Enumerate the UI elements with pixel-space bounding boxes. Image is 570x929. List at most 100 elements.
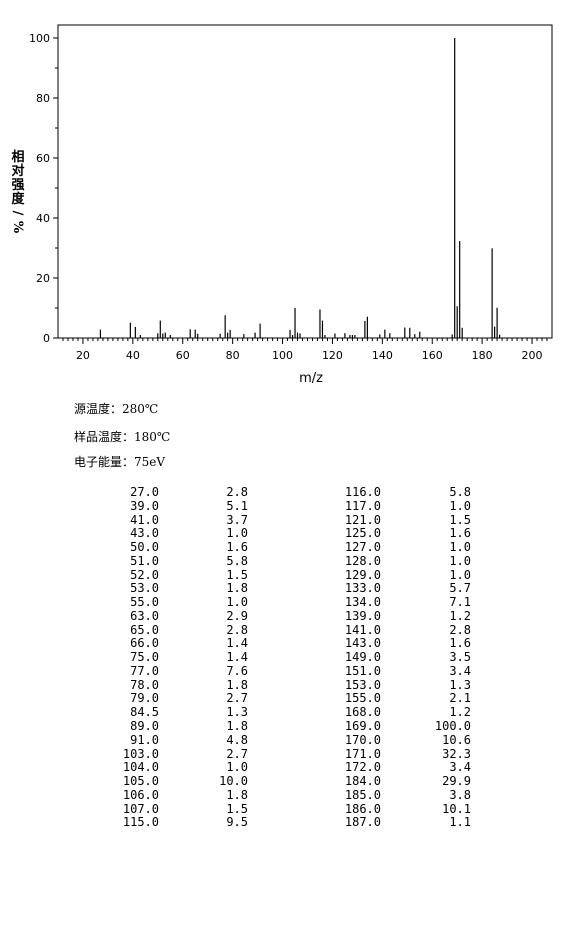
intensity-cell: 1.6: [449, 636, 471, 651]
mz-cell: 115.0: [122, 815, 159, 830]
mz-cell: 66.0: [130, 636, 159, 651]
x-tick-label: 80: [226, 349, 240, 362]
intensity-cell: 2.8: [226, 485, 248, 499]
table-row: 65.0 2.8 141.0 2.8: [0, 622, 570, 638]
intensity-cell: 1.0: [226, 526, 248, 541]
y-tick-label: 20: [36, 272, 50, 285]
mz-cell: 133.0: [344, 581, 381, 596]
table-row: 106.0 1.8 185.0 3.8: [0, 787, 570, 803]
intensity-cell: 1.0: [226, 595, 248, 610]
intensity-cell: 1.3: [449, 677, 471, 692]
y-axis-label-char: %: [10, 221, 25, 234]
mz-cell: 103.0: [122, 746, 159, 761]
intensity-cell: 9.5: [226, 815, 248, 830]
intensity-cell: 1.0: [226, 760, 248, 775]
table-row: 27.0 2.8 116.0 5.8: [0, 485, 570, 500]
intensity-cell: 5.8: [226, 553, 248, 568]
table-row: 79.0 2.7 155.0 2.1: [0, 692, 570, 706]
intensity-cell: 1.2: [449, 608, 471, 623]
table-row: 115.0 9.5 187.0 1.1: [0, 816, 570, 830]
intensity-cell: 32.3: [442, 746, 471, 761]
intensity-cell: 10.6: [442, 732, 471, 747]
x-tick-label: 180: [472, 349, 493, 362]
mz-cell: 151.0: [344, 663, 381, 678]
table-row: 53.0 1.8 133.0 5.7: [0, 582, 570, 596]
mz-cell: 127.0: [344, 540, 381, 555]
intensity-cell: 2.9: [226, 608, 248, 623]
chart-axes: [57, 24, 553, 339]
mz-cell: 77.0: [130, 663, 159, 678]
mz-cell: 55.0: [130, 595, 159, 610]
table-row: 89.0 1.8 169.0 100.0: [0, 719, 570, 734]
mz-cell: 139.0: [344, 608, 381, 623]
chart-ticks: 0 20 40 60 80 100 20 40 60 80 100 120 140 160 180 200: [29, 32, 548, 362]
intensity-cell: 5.7: [449, 581, 471, 596]
x-tick-label: 40: [126, 349, 140, 362]
mz-cell: 149.0: [344, 650, 381, 665]
x-tick-label: 120: [322, 349, 343, 362]
intensity-cell: 1.2: [449, 705, 471, 720]
x-axis-label: m/z: [299, 371, 323, 386]
electron-energy: 电子能量：75eV: [74, 455, 166, 469]
intensity-cell: 2.7: [226, 746, 248, 761]
y-axis-label-char: 度: [11, 191, 25, 207]
mz-cell: 116.0: [344, 485, 381, 499]
table-row: 55.0 1.0 134.0 7.1: [0, 595, 570, 610]
intensity-cell: 4.8: [226, 732, 248, 747]
mz-cell: 168.0: [344, 705, 381, 720]
x-tick-label: 60: [176, 349, 190, 362]
intensity-cell: 1.8: [226, 719, 248, 734]
table-row: 78.0 1.8 153.0 1.3: [0, 677, 570, 693]
intensity-cell: 7.6: [226, 663, 248, 678]
intensity-cell: 1.6: [226, 540, 248, 555]
table-row: 77.0 7.6 151.0 3.4: [0, 663, 570, 679]
intensity-cell: 3.8: [449, 787, 471, 802]
mz-cell: 107.0: [122, 801, 159, 816]
intensity-cell: 5.1: [226, 498, 248, 513]
intensity-cell: 1.8: [226, 787, 248, 802]
y-tick-label: 40: [36, 212, 50, 225]
y-tick-label: 80: [36, 92, 50, 105]
mz-cell: 84.5: [130, 705, 159, 720]
mz-cell: 143.0: [344, 636, 381, 651]
mz-cell: 65.0: [130, 622, 159, 637]
mz-cell: 129.0: [344, 567, 381, 582]
source-temperature: 源温度：280℃: [74, 402, 159, 416]
table-row: 63.0 2.9 139.0 1.2: [0, 608, 570, 624]
intensity-cell: 7.1: [449, 595, 471, 610]
table-row: 75.0 1.4 149.0 3.5: [0, 650, 570, 665]
intensity-cell: 100.0: [434, 719, 471, 734]
mz-cell: 39.0: [130, 498, 159, 513]
y-axis-label-char: 相: [11, 149, 24, 165]
mz-cell: 171.0: [344, 746, 381, 761]
y-tick-label: 60: [36, 152, 50, 165]
mz-cell: 53.0: [130, 581, 159, 596]
mz-cell: 128.0: [344, 553, 381, 568]
intensity-cell: 5.8: [449, 485, 471, 499]
mz-cell: 51.0: [130, 553, 159, 568]
intensity-cell: 1.0: [449, 498, 471, 513]
intensity-cell: 1.4: [226, 636, 248, 651]
plot-frame: [57, 24, 553, 339]
mz-cell: 75.0: [130, 650, 159, 665]
intensity-cell: 1.5: [449, 512, 471, 527]
mz-cell: 170.0: [344, 732, 381, 747]
mz-cell: 169.0: [344, 719, 381, 734]
table-row: 66.0 1.4 143.0 1.6: [0, 637, 570, 651]
intensity-cell: 3.4: [449, 760, 471, 775]
table-row: 41.0 3.7 121.0 1.5: [0, 512, 570, 528]
intensity-cell: 2.8: [449, 622, 471, 637]
intensity-cell: 1.1: [449, 815, 471, 830]
intensity-cell: 1.6: [449, 526, 471, 541]
mz-cell: 125.0: [344, 526, 381, 541]
intensity-cell: 1.8: [226, 677, 248, 692]
x-tick-label: 140: [372, 349, 393, 362]
mz-cell: 91.0: [130, 732, 159, 747]
mz-cell: 89.0: [130, 719, 159, 734]
x-tick-label: 20: [76, 349, 90, 362]
mz-cell: 27.0: [130, 485, 159, 499]
intensity-cell: 3.5: [449, 650, 471, 665]
mz-cell: 43.0: [130, 526, 159, 541]
intensity-cell: 10.1: [442, 801, 471, 816]
mz-cell: 172.0: [344, 760, 381, 775]
